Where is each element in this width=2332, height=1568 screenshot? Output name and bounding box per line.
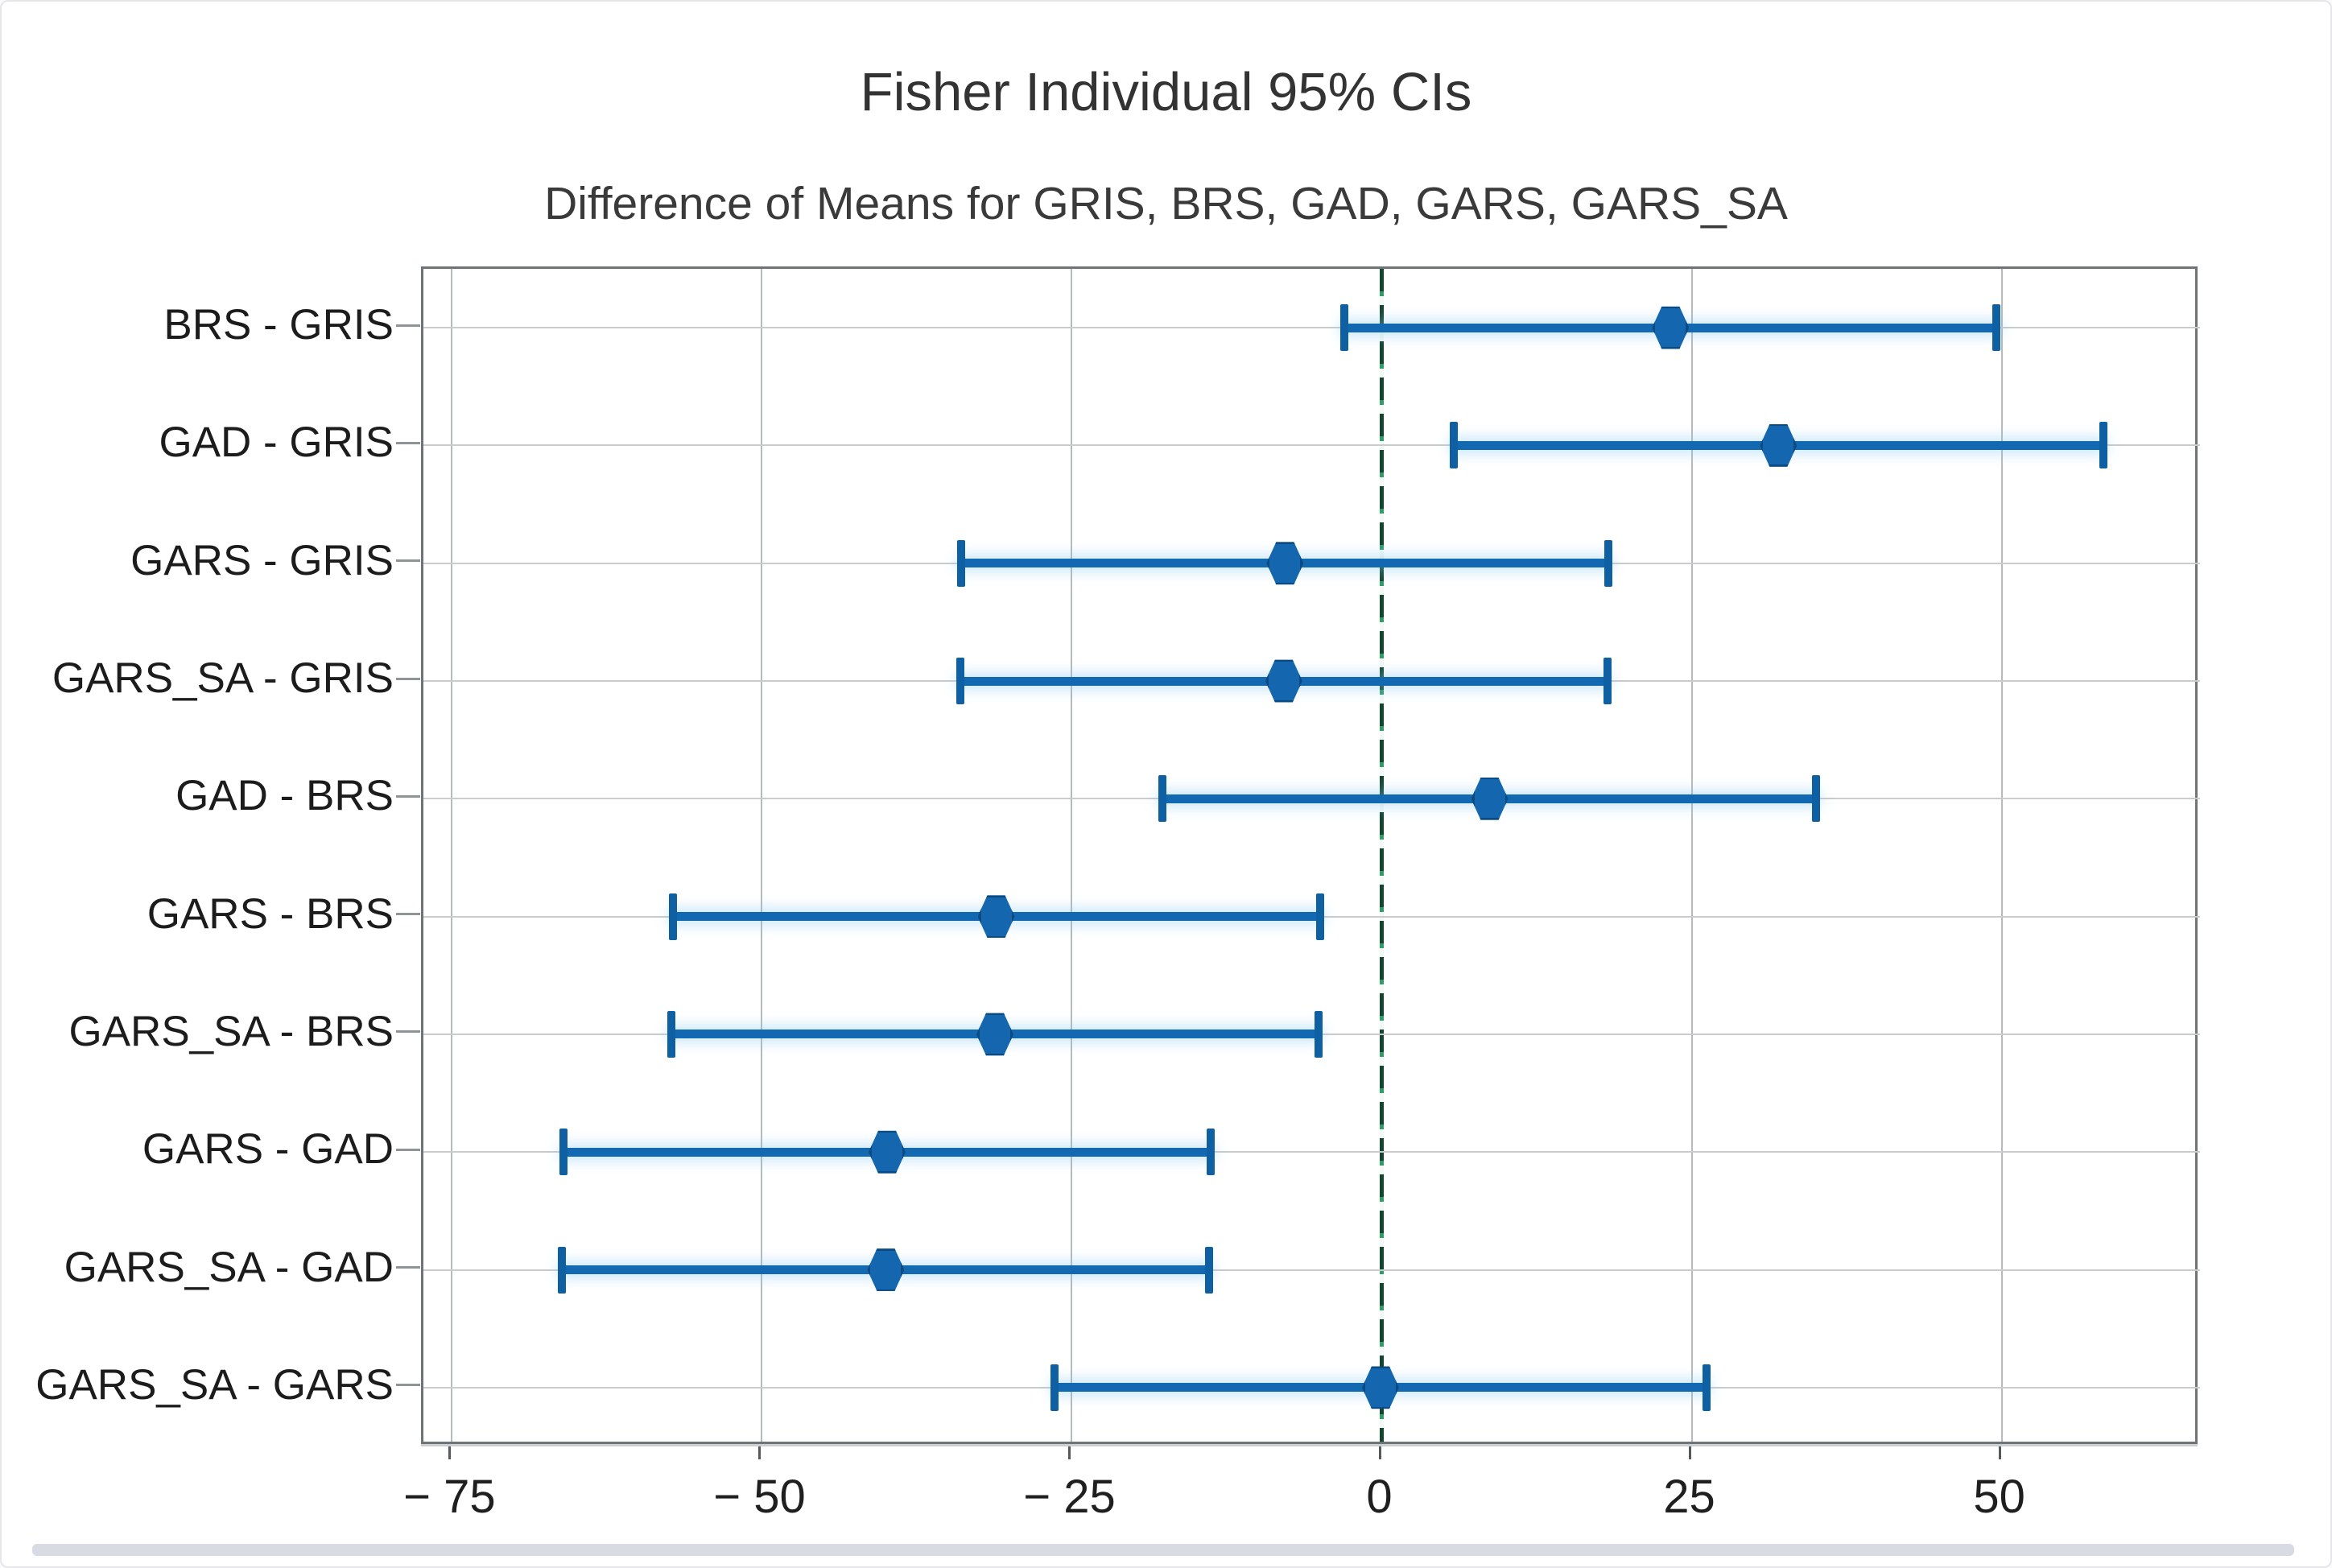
y-axis-tick xyxy=(396,677,420,680)
mean-difference-marker xyxy=(867,1248,905,1291)
mean-difference-marker xyxy=(1361,1366,1399,1409)
mean-difference-marker xyxy=(1652,306,1690,349)
mean-difference-marker xyxy=(869,1130,906,1174)
category-label: GARS - BRS xyxy=(147,889,394,938)
interval-lower-cap xyxy=(1050,1364,1059,1411)
x-axis-tick xyxy=(1688,1446,1691,1459)
y-axis-tick xyxy=(396,559,420,563)
interval-lower-cap xyxy=(559,1129,568,1176)
interval-lower-cap xyxy=(1340,304,1349,352)
x-axis-tick xyxy=(1998,1446,2001,1459)
x-tick-label: 50 xyxy=(1973,1471,2025,1523)
vertical-gridline xyxy=(761,269,763,1442)
interval-upper-cap xyxy=(1603,658,1612,705)
row-gridline xyxy=(423,327,2200,329)
interval-lower-cap xyxy=(957,539,966,587)
x-tick-label: − 25 xyxy=(1023,1471,1116,1523)
row-gridline xyxy=(423,1151,2200,1153)
x-tick-label: 25 xyxy=(1663,1471,1715,1523)
y-axis-tick xyxy=(396,1384,420,1387)
zero-reference-line xyxy=(1380,269,1385,1442)
interval-upper-cap xyxy=(1314,1010,1323,1058)
category-label: GARS - GRIS xyxy=(130,536,394,584)
vertical-gridline xyxy=(1071,269,1073,1442)
x-tick-label: 0 xyxy=(1366,1471,1393,1523)
y-axis-tick xyxy=(396,913,420,916)
x-axis-tick xyxy=(1378,1446,1381,1459)
interval-upper-cap xyxy=(1604,539,1613,587)
y-axis-tick xyxy=(396,1148,420,1151)
interval-upper-cap xyxy=(1206,1129,1215,1176)
chart-subtitle: Difference of Means for GRIS, BRS, GAD, … xyxy=(544,178,1788,229)
y-axis-tick xyxy=(396,1030,420,1034)
interval-lower-cap xyxy=(558,1246,567,1294)
vertical-gridline xyxy=(2000,269,2003,1442)
mean-difference-marker xyxy=(976,1013,1013,1056)
x-tick-label: − 75 xyxy=(403,1471,496,1523)
x-tick-label: − 50 xyxy=(713,1471,806,1523)
vertical-gridline xyxy=(1690,269,1693,1442)
bottom-edge-strip xyxy=(32,1544,2294,1556)
y-axis-tick xyxy=(396,794,420,798)
interval-lower-cap xyxy=(668,893,677,940)
mean-difference-marker xyxy=(1265,659,1302,703)
mean-difference-marker xyxy=(1471,778,1509,820)
row-gridline xyxy=(423,444,2200,447)
row-gridline xyxy=(423,1269,2200,1271)
category-label: GARS_SA - GAD xyxy=(64,1243,394,1291)
x-axis-tick xyxy=(1068,1446,1071,1459)
mean-difference-marker xyxy=(1760,424,1797,467)
vertical-gridline xyxy=(451,269,453,1442)
x-axis-tick xyxy=(758,1446,762,1459)
category-label: GAD - BRS xyxy=(175,772,394,820)
interval-upper-cap xyxy=(1315,893,1324,940)
y-axis-tick xyxy=(396,441,420,444)
category-label: GARS_SA - BRS xyxy=(68,1007,394,1055)
y-axis-tick xyxy=(396,1266,420,1269)
chart-title: Fisher Individual 95% CIs xyxy=(860,62,1472,122)
interval-lower-cap xyxy=(1449,422,1458,469)
mean-difference-marker xyxy=(977,895,1015,938)
category-label: BRS - GRIS xyxy=(163,301,394,349)
interval-upper-cap xyxy=(1205,1246,1214,1294)
interval-upper-cap xyxy=(1703,1364,1711,1411)
category-label: GAD - GRIS xyxy=(159,419,394,467)
interval-lower-cap xyxy=(956,658,964,705)
mean-difference-marker xyxy=(1266,542,1304,585)
category-label: GARS_SA - GRIS xyxy=(52,654,394,703)
category-label: GARS_SA - GARS xyxy=(35,1360,394,1409)
interval-upper-cap xyxy=(1992,304,2001,352)
y-axis-tick xyxy=(396,324,420,327)
interval-upper-cap xyxy=(1811,775,1820,823)
interval-lower-cap xyxy=(667,1010,676,1058)
interval-upper-cap xyxy=(2099,422,2107,469)
interval-lower-cap xyxy=(1158,775,1166,823)
x-axis-tick xyxy=(448,1446,452,1459)
category-label: GARS - GAD xyxy=(142,1125,394,1174)
plot-area xyxy=(421,266,2200,1444)
